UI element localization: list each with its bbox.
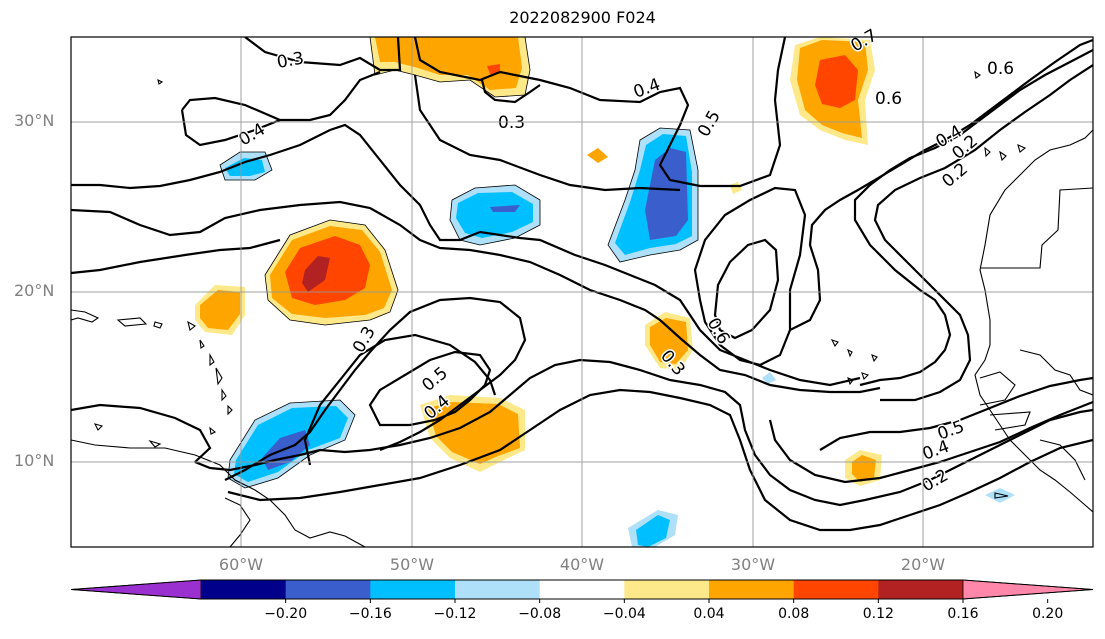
contour-label: 0.5: [694, 107, 725, 140]
colorbar-segment: [370, 580, 456, 599]
colorbar-tick-label: −0.16: [348, 606, 392, 622]
latitude-label-20n: 20°N: [14, 281, 55, 300]
colorbar-extend-low: [70, 579, 202, 600]
colorbar-segment: [793, 580, 879, 599]
negative-anomaly-region: [636, 515, 670, 547]
colorbar-tick-label: 0.12: [862, 606, 894, 622]
positive-anomaly-region: [487, 64, 500, 74]
shaded-fields: [195, 37, 1015, 547]
colorbar-outline: [70, 579, 1094, 600]
contour-label: 0.5: [418, 363, 452, 396]
colorbar-segment: [455, 580, 541, 599]
latitude-label-10n: 10°N: [14, 451, 55, 470]
colorbar-segment: [285, 580, 371, 599]
negative-anomaly-region: [762, 372, 776, 384]
thin-contour-outlines: [219, 37, 699, 489]
contour-label: 0.2: [919, 465, 952, 496]
positive-anomaly-region: [650, 318, 688, 364]
colorbar-segment: [878, 580, 964, 599]
colorbar-segment: [709, 580, 795, 599]
positive-anomaly-region: [815, 55, 858, 108]
positive-anomaly-region: [730, 182, 742, 194]
colorbar-tick-label: −0.12: [433, 606, 477, 622]
contour-label: 0.3: [498, 113, 525, 133]
colorbar: [70, 579, 1094, 603]
contour-label: 0.2: [938, 159, 972, 192]
colorbar-tick-label: 0.20: [1032, 606, 1064, 622]
colorbar-tick-label: −0.20: [264, 606, 308, 622]
positive-anomaly-region: [587, 148, 608, 163]
contour-lines: [71, 37, 1093, 532]
colorbar-tick-label: 0.08: [778, 606, 810, 622]
contour-label: 0.6: [875, 89, 902, 109]
colorbar-tick-label: −0.04: [602, 606, 646, 622]
map-border: [70, 36, 1094, 548]
colorbar-tick-label: 0.16: [947, 606, 979, 622]
colorbar-segment: [201, 580, 287, 599]
colorbar-tick-label: 0.04: [693, 606, 725, 622]
colorbar-extend-high: [962, 579, 1094, 600]
contour-label: 0.3: [349, 323, 380, 356]
contour-label: 0.4: [631, 75, 663, 103]
positive-anomaly-region: [200, 290, 240, 330]
longitude-label-20w: 20°W: [900, 555, 946, 574]
contour-label: 0.3: [275, 49, 305, 73]
contour-label: 0.6: [703, 315, 734, 348]
longitude-label-30w: 30°W: [730, 555, 776, 574]
negative-anomaly-region: [490, 205, 520, 212]
colorbar-tick-label: −0.08: [518, 606, 562, 622]
negative-anomaly-region: [645, 148, 688, 240]
longitude-label-60w: 60°W: [218, 555, 264, 574]
negative-anomaly-region: [456, 192, 533, 238]
positive-anomaly-region: [428, 402, 520, 464]
positive-anomaly-region: [302, 256, 330, 292]
contour-label: 0.6: [987, 59, 1014, 79]
map-plot-area: [71, 37, 1093, 547]
map-title: 2022082900 F024: [509, 8, 656, 27]
latitude-label-30n: 30°N: [14, 111, 55, 130]
negative-anomaly-region: [985, 488, 1015, 503]
colorbar-segment: [539, 580, 625, 599]
negative-anomaly-region: [225, 158, 265, 176]
coastlines: [71, 70, 1093, 547]
longitude-label-50w: 50°W: [389, 555, 435, 574]
graticule: [71, 37, 1093, 547]
colorbar-segment: [624, 580, 710, 599]
longitude-label-40w: 40°W: [559, 555, 605, 574]
